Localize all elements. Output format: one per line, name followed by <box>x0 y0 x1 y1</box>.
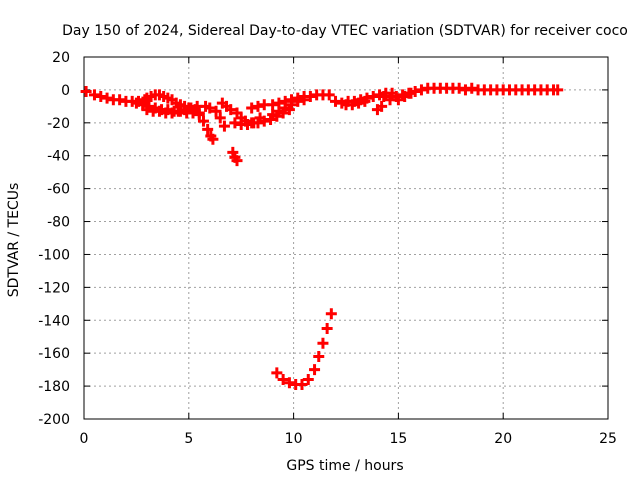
data-point <box>283 377 295 389</box>
data-point <box>210 105 222 117</box>
x-tick-label: 20 <box>494 431 512 447</box>
data-point <box>286 99 298 111</box>
y-tick-label: -40 <box>47 149 70 165</box>
data-point <box>453 82 465 94</box>
data-point <box>130 97 142 109</box>
data-point <box>384 94 396 106</box>
data-point <box>552 84 564 96</box>
data-point <box>114 94 126 106</box>
y-tick-label: -120 <box>38 280 70 296</box>
data-point <box>279 102 291 114</box>
data-point <box>346 99 358 111</box>
y-tick-label: -200 <box>38 412 70 428</box>
data-point <box>378 90 390 102</box>
y-tick-label: -180 <box>38 379 70 395</box>
data-point <box>267 99 279 111</box>
data-point <box>277 374 289 386</box>
data-point <box>466 82 478 94</box>
data-point <box>166 107 178 119</box>
data-point <box>267 109 279 121</box>
data-point <box>330 95 342 107</box>
data-point <box>207 133 219 145</box>
data-point <box>88 89 100 101</box>
data-point <box>231 155 243 167</box>
data-point <box>271 367 283 379</box>
x-axis-label: GPS time / hours <box>286 458 403 474</box>
data-point <box>459 84 471 96</box>
y-tick-label: -20 <box>47 116 70 132</box>
y-tick-label: 0 <box>61 83 70 99</box>
x-tick-label: 0 <box>80 431 89 447</box>
x-tick-label: 15 <box>389 431 407 447</box>
data-point <box>225 104 237 116</box>
x-tick-label: 25 <box>599 431 617 447</box>
y-tick-label: 20 <box>52 50 70 66</box>
data-point <box>179 104 191 116</box>
data-point <box>252 100 264 112</box>
data-point <box>214 112 226 124</box>
data-point <box>323 89 335 101</box>
data-point <box>258 99 270 111</box>
x-tick-label: 5 <box>184 431 193 447</box>
y-tick-label: -80 <box>47 215 70 231</box>
data-point <box>193 109 205 121</box>
y-tick-label: -160 <box>38 346 70 362</box>
data-point <box>189 104 201 116</box>
data-point <box>197 115 209 127</box>
data-point <box>313 350 325 362</box>
data-point <box>405 87 417 99</box>
data-point <box>273 105 285 117</box>
y-axis-label: SDTVAR / TECUs <box>6 183 22 298</box>
plot-area-frame <box>83 56 609 420</box>
y-tick-label: -100 <box>38 247 70 263</box>
data-point <box>302 374 314 386</box>
data-point <box>273 97 285 109</box>
data-point <box>248 117 260 129</box>
data-point <box>241 118 253 130</box>
data-point <box>137 99 149 111</box>
x-tick-label: 10 <box>285 431 303 447</box>
data-point <box>367 90 379 102</box>
data-point <box>353 97 365 109</box>
data-point <box>141 104 153 116</box>
data-point <box>415 84 427 96</box>
data-point <box>359 95 371 107</box>
data-point <box>399 90 411 102</box>
data-point <box>204 102 216 114</box>
data-point <box>95 90 107 102</box>
data-point <box>321 323 333 334</box>
axis-ticks: 0 5 10 15 20 25 20 0 -20 -40 -60 -80 -100 -120 -140 -16… <box>38 50 617 447</box>
data-point <box>392 94 404 106</box>
data-point <box>376 100 388 112</box>
data-point <box>317 337 329 349</box>
data-point <box>309 364 321 376</box>
data-point <box>101 92 113 104</box>
data-point <box>246 102 258 114</box>
data-point <box>298 94 310 106</box>
data-point <box>231 107 243 119</box>
y-tick-label: -140 <box>38 313 70 329</box>
data-point <box>218 120 230 132</box>
data-point <box>325 308 337 320</box>
data-point <box>153 105 165 117</box>
data-point <box>296 378 308 390</box>
data-point <box>202 123 214 135</box>
chart-title: Day 150 of 2024, Sidereal Day-to-day VTE… <box>62 23 628 39</box>
data-point <box>292 95 304 107</box>
data-point <box>80 86 92 98</box>
y-tick-label: -60 <box>47 182 70 198</box>
data-point <box>304 90 316 102</box>
data-point <box>172 105 184 117</box>
data-point <box>229 117 241 129</box>
data-point <box>254 112 266 124</box>
data-points <box>80 82 564 390</box>
